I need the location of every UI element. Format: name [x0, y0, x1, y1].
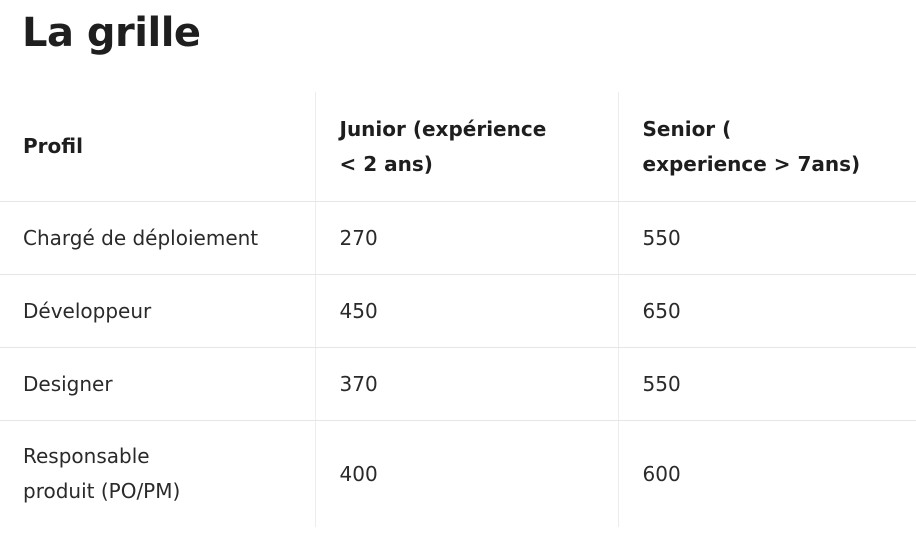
cell-senior: 550 — [617, 347, 916, 421]
cell-line: Développeur — [23, 298, 152, 323]
cell-senior: 550 — [617, 201, 916, 275]
header-line: Profil — [23, 134, 83, 158]
header-senior: Senior ( experience > 7ans) — [617, 92, 916, 202]
table-row: Développeur 450 650 — [0, 274, 916, 348]
header-junior: Junior (expérience < 2 ans) — [314, 92, 618, 202]
cell-senior: 600 — [617, 420, 916, 527]
header-line: Junior (expérience — [339, 116, 547, 141]
cell-line: Chargé de déploiement — [23, 225, 259, 250]
table-header-row: Profil Junior (expérience < 2 ans) Senio… — [0, 92, 916, 202]
cell-line: produit (PO/PM) — [23, 479, 181, 503]
cell-junior: 370 — [314, 347, 618, 421]
cell-line: Designer — [23, 371, 113, 396]
cell-junior: 400 — [314, 420, 618, 527]
cell-profile: Responsable produit (PO/PM) — [0, 421, 315, 528]
table-row: Designer 370 550 — [0, 347, 916, 421]
cell-senior: 650 — [617, 274, 916, 348]
cell-junior: 270 — [314, 201, 618, 275]
cell-profile: Designer — [0, 347, 315, 421]
cell-line: Responsable — [23, 444, 150, 468]
cell-junior: 450 — [314, 274, 618, 348]
header-line: experience > 7ans) — [642, 151, 861, 176]
page-title: La grille — [22, 10, 201, 56]
header-line: Senior ( — [642, 116, 732, 141]
cell-profile: Chargé de déploiement — [0, 201, 315, 275]
table-row: Responsable produit (PO/PM) 400 600 — [0, 420, 916, 528]
header-profil: Profil — [0, 92, 315, 202]
cell-profile: Développeur — [0, 274, 315, 348]
header-line: < 2 ans) — [339, 151, 433, 176]
table-row: Chargé de déploiement 270 550 — [0, 201, 916, 275]
rate-grid-table: Profil Junior (expérience < 2 ans) Senio… — [0, 92, 916, 527]
